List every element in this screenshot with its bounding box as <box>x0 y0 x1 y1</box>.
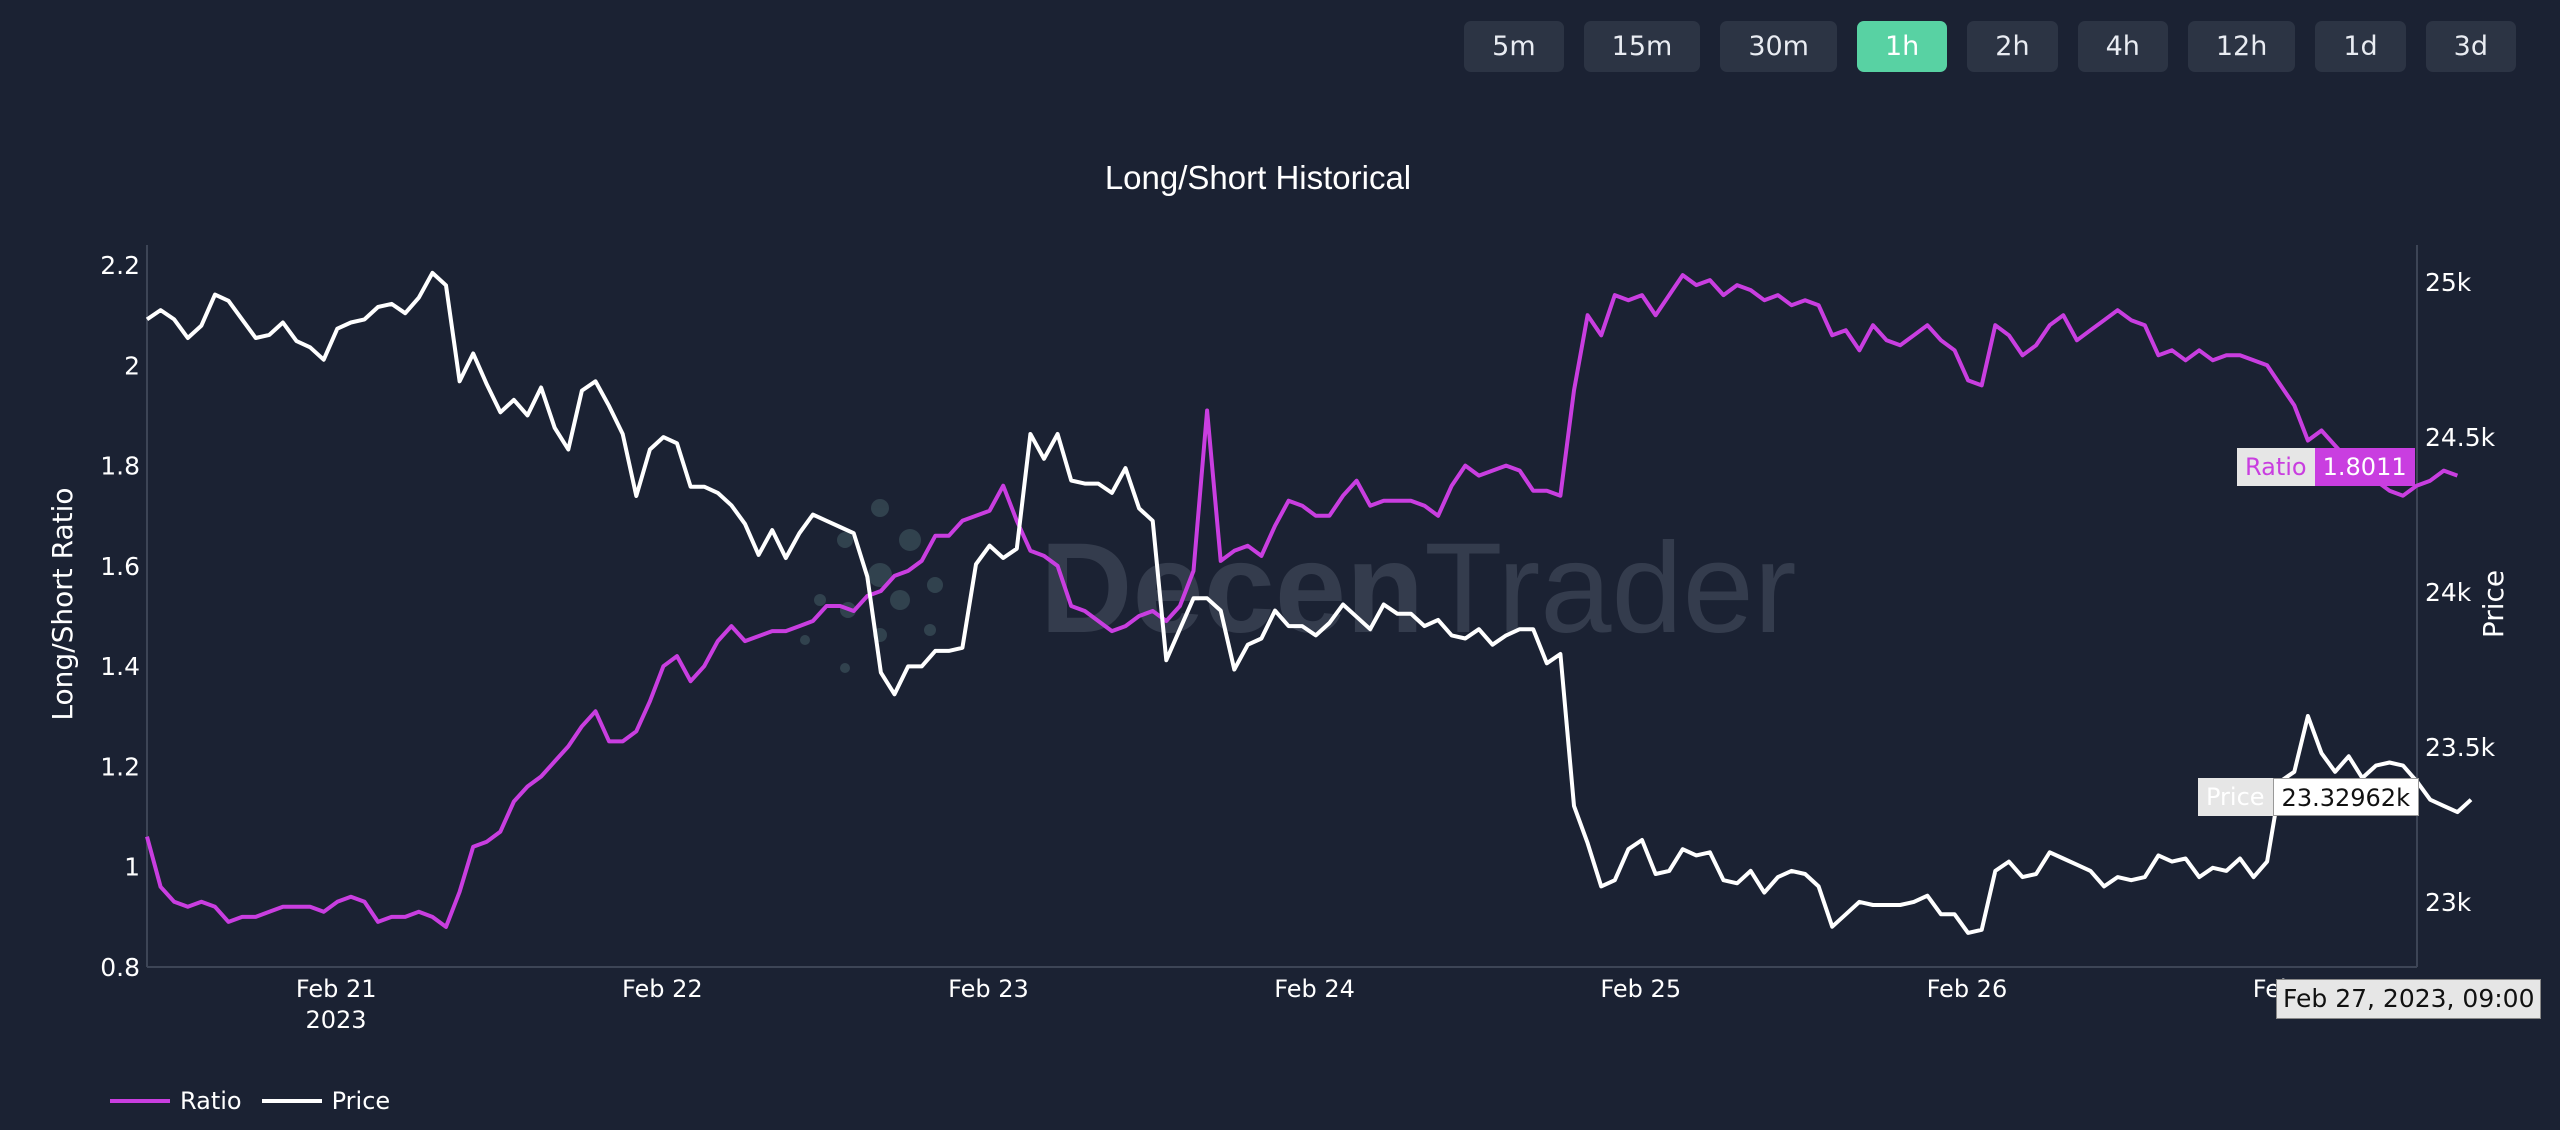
legend-label-price: Price <box>331 1087 391 1115</box>
y-axis-ticks: 0.8 1 1.2 1.4 1.6 1.8 2 2.2 <box>100 251 140 982</box>
y2-tick-label: 24.5k <box>2425 423 2496 452</box>
hover-date-tooltip: Feb 27, 2023, 09:00 <box>2276 979 2542 1019</box>
y2-tick-label: 24k <box>2425 578 2472 607</box>
hover-price-value: 23.32962k <box>2272 778 2419 816</box>
price-series-line[interactable] <box>145 270 2473 935</box>
svg-text:DecenTrader: DecenTrader <box>1040 517 1796 660</box>
hover-price-label: Price <box>2198 778 2273 816</box>
hover-price-tag: Price 23.32962k <box>2198 778 2419 816</box>
timeframe-button-1h[interactable]: 1h <box>1856 21 1948 72</box>
timeframe-toolbar: 5m 15m 30m 1h 2h 4h 12h 1d 3d <box>1464 21 2516 72</box>
watermark-text-bold: Decen <box>1040 517 1424 660</box>
y-tick-label: 0.8 <box>100 953 140 982</box>
y-tick-label: 1.4 <box>100 652 140 681</box>
ratio-series-line[interactable] <box>145 273 2459 929</box>
legend-item-ratio[interactable]: Ratio <box>110 1087 242 1115</box>
timeframe-button-15m[interactable]: 15m <box>1583 21 1701 72</box>
timeframe-button-1d[interactable]: 1d <box>2315 21 2406 72</box>
timeframe-button-12h[interactable]: 12h <box>2187 21 2296 72</box>
hover-ratio-label: Ratio <box>2237 448 2315 486</box>
watermark-logo-icon <box>800 499 943 673</box>
timeframe-button-5m[interactable]: 5m <box>1464 21 1564 72</box>
timeframe-button-30m[interactable]: 30m <box>1720 21 1837 72</box>
x-tick-sublabel: 2023 <box>305 1006 366 1034</box>
timeframe-button-4h[interactable]: 4h <box>2077 21 2168 72</box>
y2-axis-ticks: 23k 23.5k 24k 24.5k 25k <box>2425 268 2496 917</box>
y2-tick-label: 23.5k <box>2425 733 2496 762</box>
y-tick-label: 1.2 <box>100 752 140 781</box>
axes <box>146 245 2418 968</box>
hover-ratio-tag: Ratio 1.8011 <box>2237 448 2415 486</box>
y2-tick-label: 23k <box>2425 888 2472 917</box>
y-tick-label: 1 <box>124 853 140 882</box>
legend-item-price[interactable]: Price <box>261 1087 391 1115</box>
chart-title: Long/Short Historical <box>1105 159 1411 196</box>
hover-ratio-value: 1.8011 <box>2314 448 2415 486</box>
y-tick-label: 1.8 <box>100 452 140 481</box>
x-tick-label: Feb 22 <box>622 975 703 1003</box>
y2-axis-label: Price <box>2477 570 2510 638</box>
legend-label-ratio: Ratio <box>180 1087 242 1115</box>
y-axis-label: Long/Short Ratio <box>46 487 79 720</box>
x-tick-label: Feb 25 <box>1600 975 1681 1003</box>
legend-swatch-price <box>261 1099 322 1103</box>
y-tick-label: 1.6 <box>100 552 140 581</box>
x-tick-label: Feb 21 <box>296 975 377 1003</box>
x-tick-label: Feb 23 <box>948 975 1029 1003</box>
x-axis-ticks: Feb 21 Feb 22 Feb 23 Feb 24 Feb 25 Feb 26 Feb … <box>296 975 2334 1003</box>
y-tick-label: 2.2 <box>100 251 140 280</box>
legend-swatch-ratio <box>110 1099 170 1103</box>
watermark: DecenTrader <box>800 499 1796 673</box>
legend: Ratio Price <box>110 1087 390 1115</box>
watermark-text-light: Trader <box>1424 517 1796 660</box>
x-tick-label: Feb 26 <box>1927 975 2008 1003</box>
x-tick-label: Feb 24 <box>1274 975 1355 1003</box>
y2-tick-label: 25k <box>2425 268 2472 297</box>
timeframe-button-2h[interactable]: 2h <box>1967 21 2058 72</box>
timeframe-button-3d[interactable]: 3d <box>2425 21 2516 72</box>
y-tick-label: 2 <box>124 351 140 380</box>
